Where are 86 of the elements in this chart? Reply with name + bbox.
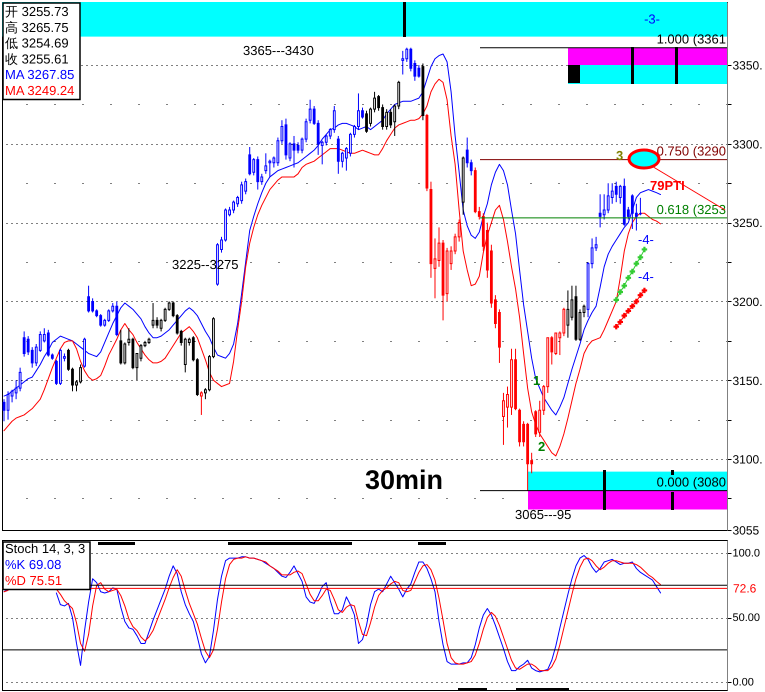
candlestick <box>87 285 90 313</box>
candlestick <box>296 142 300 154</box>
y-tick-label: 3300. <box>732 137 763 152</box>
candlestick <box>466 137 469 168</box>
y-tick-label: 3100. <box>732 452 763 467</box>
point <box>642 288 648 294</box>
ref-line-label: 0.618 (3253 <box>656 202 726 217</box>
point <box>622 312 628 318</box>
candlestick <box>602 194 606 220</box>
y-tick-label: 50.00 <box>732 612 760 624</box>
y-tick-label: 3150. <box>732 374 763 388</box>
annotation: 3065---95 <box>515 507 572 522</box>
band-label: -3- <box>644 11 660 26</box>
point <box>618 319 624 325</box>
candlestick <box>256 156 260 190</box>
candlestick <box>18 367 22 392</box>
candlestick <box>502 392 505 446</box>
candlestick <box>264 152 268 174</box>
point <box>613 324 619 330</box>
point <box>638 254 644 260</box>
point <box>618 289 624 295</box>
ref-line-label: 0.750 (3290 <box>656 144 726 159</box>
point <box>642 246 648 252</box>
candlestick <box>401 50 404 75</box>
point <box>638 292 644 298</box>
ref-line-label: 0.000 (3080 <box>656 474 726 490</box>
candlestick <box>99 314 102 328</box>
candlestick <box>606 182 610 214</box>
annotation: 开 3255.73 <box>5 4 69 19</box>
candlestick <box>562 307 566 337</box>
candlestick <box>119 329 122 366</box>
ref-line-label: 1.000 (3361 <box>656 32 726 47</box>
series-label: %K 69.08 <box>5 557 62 572</box>
y-tick-label: 3350. <box>732 58 763 73</box>
y-tick-label: 3055 <box>732 524 760 538</box>
candlestick <box>123 342 126 366</box>
point <box>630 268 636 274</box>
y-tick-label: 0.00 <box>732 676 754 689</box>
text: MA 3267.85 <box>5 67 74 82</box>
annotation: 收 3255.61 <box>5 51 69 66</box>
annotation: 高 3265.75 <box>5 20 69 35</box>
point <box>622 282 628 288</box>
candlestick <box>91 298 94 313</box>
y-tick-label: 100.0 <box>732 547 760 560</box>
annotation: 低 3254.69 <box>5 36 69 51</box>
candlestick <box>598 194 602 228</box>
point <box>634 298 640 304</box>
candlestick <box>240 181 244 204</box>
candlestick <box>554 332 558 356</box>
candlestick <box>268 159 272 178</box>
series-label: %D 75.51 <box>5 573 62 588</box>
y-tick-label: 3250. <box>732 216 763 230</box>
candlestick <box>46 329 50 358</box>
candlestick <box>248 146 252 176</box>
annotation: 79PTI <box>650 178 685 193</box>
candlestick <box>156 316 158 329</box>
y-tick-label: 3200. <box>732 294 763 309</box>
candlestick <box>385 108 388 130</box>
candlestick <box>365 110 368 134</box>
point <box>634 260 640 266</box>
annotation: -4- <box>638 269 654 284</box>
annotation: 2 <box>538 439 546 454</box>
candlestick <box>232 200 236 214</box>
candlestick <box>336 135 340 174</box>
candlestick <box>107 308 110 322</box>
candlestick <box>614 181 618 203</box>
candlestick <box>22 330 26 358</box>
annotation: 3365---3430 <box>243 43 314 58</box>
candlestick <box>389 108 392 129</box>
point <box>613 297 619 303</box>
point <box>630 303 636 309</box>
candlestick <box>534 410 538 438</box>
chart-title: Stoch 14, 3, 3 <box>5 541 86 556</box>
candlestick <box>417 64 420 78</box>
point <box>626 308 632 314</box>
candlestick <box>630 194 634 230</box>
point <box>626 275 632 281</box>
text: MA 3249.24 <box>5 83 74 98</box>
candlestick <box>638 197 642 216</box>
candlestick <box>308 99 312 124</box>
annotation: 30min <box>365 465 444 495</box>
candlestick <box>152 302 154 329</box>
candlestick <box>292 135 296 168</box>
annotation: -4- <box>638 232 654 247</box>
candlestick <box>200 390 203 416</box>
ref-line-label: 72.6 <box>733 581 757 596</box>
